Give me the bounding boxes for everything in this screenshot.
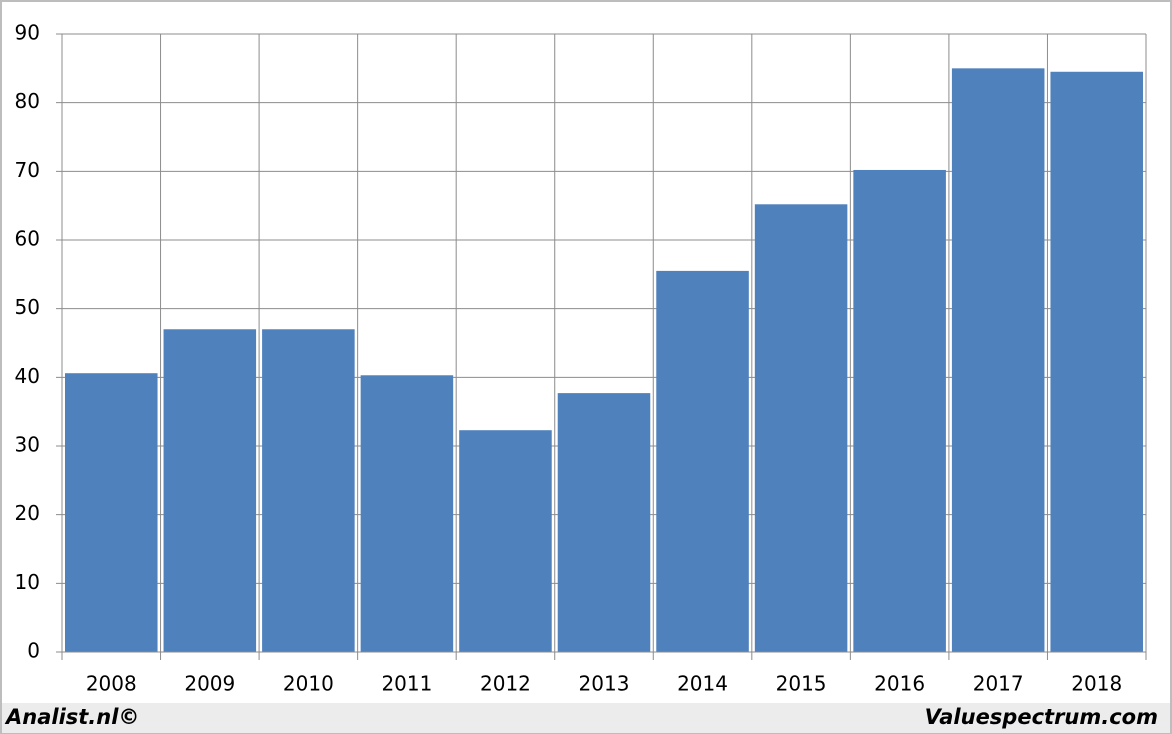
bar	[557, 393, 651, 652]
bar	[656, 270, 749, 652]
y-tick-label: 10	[15, 570, 40, 594]
x-tick-label: 2018	[1071, 672, 1122, 696]
x-tick-label: 2009	[184, 672, 235, 696]
x-tick-label: 2013	[579, 672, 630, 696]
x-tick-label: 2014	[677, 672, 728, 696]
x-tick-label: 2017	[973, 672, 1024, 696]
y-tick-label: 20	[15, 501, 40, 525]
source-right: Valuespectrum.com	[925, 705, 1158, 729]
bar	[951, 68, 1045, 653]
y-tick-label: 40	[15, 364, 40, 388]
y-tick-label: 90	[15, 21, 40, 45]
x-tick-label: 2016	[874, 672, 925, 696]
x-tick-label: 2015	[776, 672, 827, 696]
x-tick-label: 2010	[283, 672, 334, 696]
bar	[1050, 71, 1143, 653]
bar	[459, 430, 552, 652]
x-tick-label: 2008	[86, 672, 137, 696]
bar	[163, 329, 257, 652]
source-left: Analist.nl©	[4, 705, 139, 729]
bar	[262, 329, 355, 652]
y-tick-label: 0	[27, 639, 40, 663]
bar	[853, 169, 946, 652]
y-tick-label: 30	[15, 433, 40, 457]
y-tick-label: 70	[15, 158, 40, 182]
x-tick-label: 2011	[381, 672, 432, 696]
footer-band	[2, 703, 1170, 733]
y-tick-label: 50	[15, 295, 40, 319]
y-tick-label: 60	[15, 227, 40, 251]
bar	[754, 204, 848, 652]
bar	[65, 373, 158, 652]
x-tick-label: 2012	[480, 672, 531, 696]
y-tick-label: 80	[15, 89, 40, 113]
bar	[360, 375, 454, 652]
